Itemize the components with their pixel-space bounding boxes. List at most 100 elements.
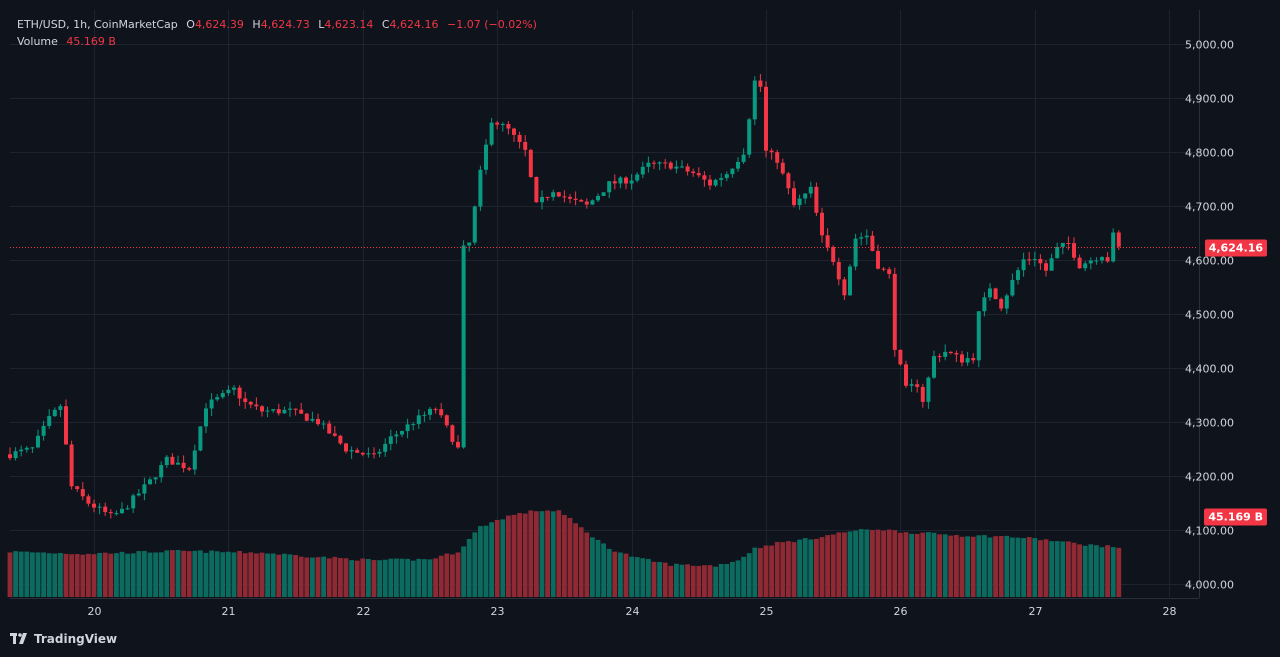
candle-body [282, 409, 287, 414]
volume-bar [573, 523, 578, 597]
volume-bar [651, 561, 657, 597]
volume-bar [707, 565, 713, 597]
candle-body [41, 425, 46, 436]
volume-bar [237, 550, 242, 597]
candle-body [192, 450, 197, 470]
candle-body [1105, 257, 1110, 262]
volume-bar [702, 565, 707, 597]
volume-bar [1116, 547, 1122, 597]
low-value: 4,623.14 [324, 18, 374, 31]
volume-bar [332, 556, 338, 597]
volume-bar [735, 560, 741, 597]
volume-bar [483, 525, 489, 597]
candle-body [97, 506, 102, 508]
price-tick-label: 4,200.00 [1185, 470, 1234, 483]
volume-bar [567, 517, 573, 597]
candle-body [181, 462, 186, 469]
volume-bar [198, 550, 203, 597]
candle-body [232, 387, 236, 390]
volume-bar [360, 558, 366, 597]
candle-body [439, 409, 444, 416]
volume-bar [242, 553, 248, 597]
volume-bar [343, 558, 349, 597]
volume-bar [1094, 545, 1099, 597]
volume-value: 45.169 B [66, 35, 116, 48]
volume-label[interactable]: Volume [17, 35, 58, 48]
symbol-label[interactable]: ETH/USD, 1h, CoinMarketCap [17, 18, 178, 31]
volume-bar [69, 554, 74, 597]
candle-body [388, 436, 393, 444]
volume-bar [786, 541, 791, 597]
volume-bar [30, 552, 35, 597]
candle-body [1083, 263, 1088, 269]
volume-bar [265, 553, 270, 597]
volume-bar [192, 550, 198, 597]
volume-bars [7, 510, 1122, 597]
volume-bar [86, 553, 91, 597]
candle-body [624, 177, 628, 184]
volume-bar [209, 550, 214, 597]
candle-body [1027, 259, 1032, 261]
candle-body [30, 447, 35, 449]
volume-bar [1060, 541, 1066, 597]
candle-body [792, 188, 796, 206]
candle-body [685, 166, 690, 172]
candle-body [226, 389, 231, 394]
candle-body [556, 192, 561, 197]
candle-body [187, 468, 192, 470]
volume-bar [164, 550, 170, 597]
volume-bar [35, 552, 41, 597]
volume-bar [634, 557, 640, 597]
volume-bar [830, 534, 836, 597]
candle-body [456, 441, 460, 448]
volume-bar [181, 550, 186, 597]
volume-bar [1071, 542, 1077, 597]
high-label: H [252, 18, 261, 31]
volume-bar [993, 536, 998, 597]
volume-bar [326, 558, 332, 597]
candle-body [820, 212, 824, 236]
candle-body [327, 423, 332, 434]
tradingview-logo[interactable]: TradingView [10, 632, 117, 646]
volume-bar [752, 547, 758, 597]
volume-bar [858, 529, 864, 597]
candle-body [500, 124, 505, 126]
date-tick-label: 26 [893, 605, 908, 618]
volume-bar [668, 565, 674, 597]
volume-bar [74, 554, 80, 597]
volume-bar [186, 551, 192, 597]
volume-bar [814, 538, 819, 597]
price-tick-label: 4,500.00 [1185, 308, 1234, 321]
volume-bar [466, 538, 472, 597]
volume-bar [433, 558, 438, 597]
volume-bar [1021, 538, 1026, 597]
volume-bar [539, 511, 545, 597]
volume-bar [606, 548, 612, 597]
volume-bar [875, 529, 881, 597]
candle-body [69, 444, 74, 487]
candle-body [1055, 246, 1060, 259]
candle-body [108, 512, 113, 514]
volume-bar [1105, 545, 1110, 597]
price-tick-label: 4,400.00 [1185, 362, 1234, 375]
volume-bar [864, 529, 870, 597]
candle-body [131, 495, 136, 509]
candle-body [310, 418, 315, 421]
volume-bar [746, 553, 752, 597]
volume-bar [909, 533, 914, 597]
candle-body [114, 513, 119, 515]
candle-body [288, 408, 292, 410]
candle-body [220, 393, 225, 398]
date-tick-label: 27 [1028, 605, 1043, 618]
price-tick-label: 4,800.00 [1185, 146, 1234, 159]
candle-body [551, 192, 556, 198]
volume-bar [618, 552, 623, 597]
volume-bar [478, 526, 483, 597]
candle-body [982, 297, 987, 312]
volume-bar [1015, 537, 1021, 597]
candle-body [271, 409, 276, 411]
candle-body [646, 162, 651, 167]
volume-bar [550, 511, 556, 597]
volume-bar [674, 563, 679, 597]
